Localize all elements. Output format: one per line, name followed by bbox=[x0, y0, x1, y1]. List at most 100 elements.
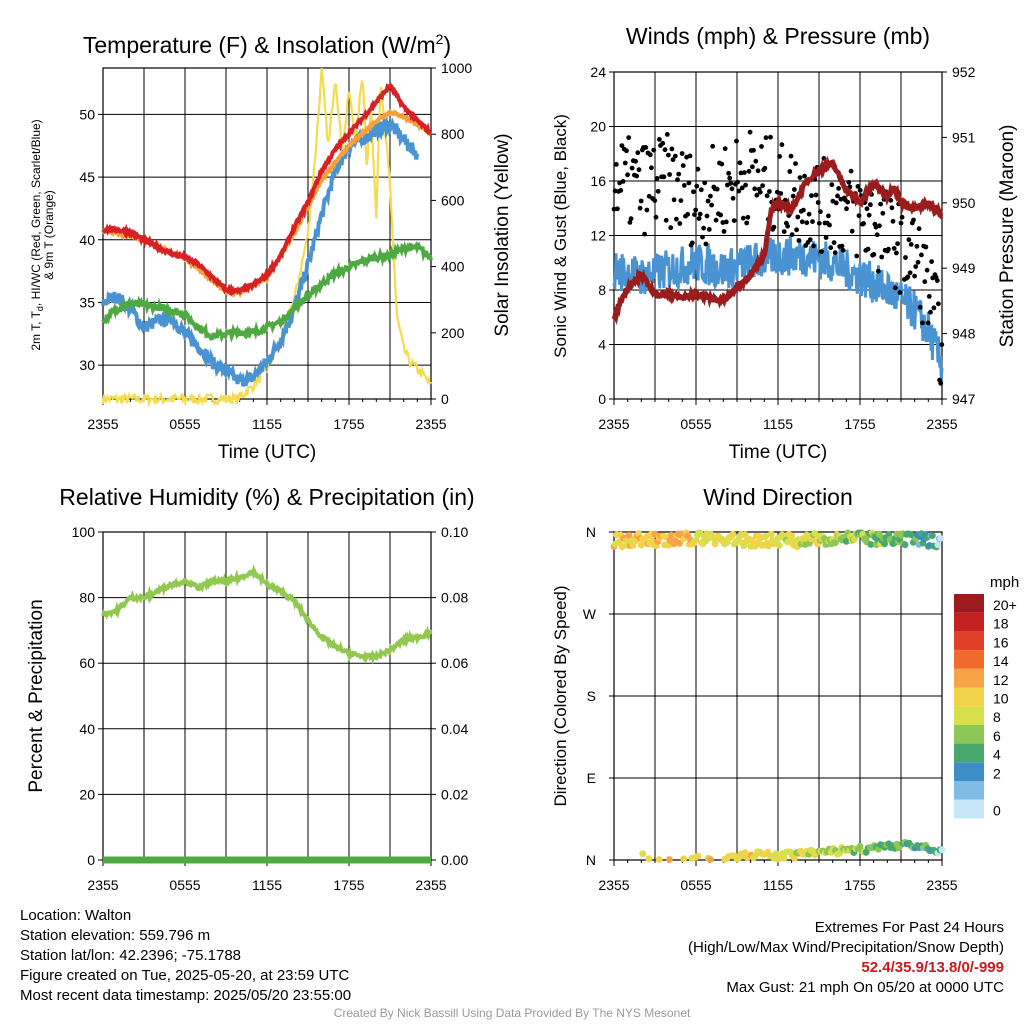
temp-y2tick-label: 0 bbox=[441, 391, 449, 407]
temp-xtick-label: 1155 bbox=[252, 416, 282, 432]
gust-point bbox=[890, 218, 896, 224]
gust-point bbox=[917, 304, 923, 310]
credit-text: Created By Nick Bassill Using Data Provi… bbox=[333, 1006, 691, 1020]
gust-point bbox=[903, 255, 908, 260]
gust-point bbox=[746, 168, 752, 174]
gust-point bbox=[763, 135, 769, 141]
gust-point bbox=[655, 188, 661, 194]
gust-point bbox=[777, 154, 782, 159]
wind-xtick-label: 1155 bbox=[763, 416, 793, 432]
gust-point bbox=[646, 193, 652, 199]
gust-point bbox=[695, 166, 701, 172]
gust-point bbox=[718, 212, 723, 218]
direction-point bbox=[832, 539, 839, 546]
wind-ytick-label: 4 bbox=[598, 337, 606, 353]
gust-point bbox=[815, 200, 821, 205]
dir-xtick-label: 1155 bbox=[763, 877, 793, 893]
rh-xtick-label: 0555 bbox=[169, 877, 200, 893]
legend-label: 20+ bbox=[993, 597, 1017, 613]
gust-point bbox=[708, 193, 713, 199]
direction-point bbox=[867, 541, 875, 548]
gust-point bbox=[734, 138, 739, 144]
wind-xtick-label: 2355 bbox=[598, 416, 629, 432]
gust-point bbox=[796, 238, 802, 243]
gust-point bbox=[729, 186, 735, 192]
rh-ytick-label: 60 bbox=[79, 655, 95, 671]
legend-label: 4 bbox=[993, 747, 1001, 763]
dir-xtick-label: 2355 bbox=[926, 877, 957, 893]
wind-xtick-label: 1755 bbox=[844, 416, 875, 432]
gust-point bbox=[649, 165, 654, 171]
gust-point bbox=[670, 157, 676, 163]
gust-point bbox=[891, 246, 897, 251]
gust-point bbox=[806, 211, 812, 217]
direction-point bbox=[729, 530, 737, 538]
legend-label: 18 bbox=[993, 616, 1009, 632]
gust-point bbox=[781, 229, 787, 235]
direction-point bbox=[639, 850, 647, 858]
gust-point bbox=[920, 320, 925, 326]
gust-point bbox=[913, 264, 919, 269]
gust-point bbox=[705, 198, 711, 204]
gust-point bbox=[888, 197, 894, 203]
legend-swatch bbox=[954, 650, 984, 669]
gust-point bbox=[807, 237, 813, 243]
temp-title: Temperature (F) & Insolation (W/m2) bbox=[83, 31, 451, 58]
direction-point bbox=[762, 533, 770, 540]
gust-point bbox=[680, 163, 686, 169]
gust-point bbox=[677, 221, 683, 226]
gust-point bbox=[678, 198, 684, 204]
rh-y2tick-label: 0.08 bbox=[441, 590, 468, 606]
gust-point bbox=[662, 147, 668, 153]
direction-point bbox=[666, 856, 673, 863]
gust-point bbox=[878, 201, 883, 207]
gust-point bbox=[721, 229, 727, 234]
rh-y2tick-label: 0.10 bbox=[441, 524, 468, 540]
rh-ylabel: Percent & Precipitation bbox=[26, 599, 47, 792]
gust-point bbox=[750, 164, 755, 170]
direction-point bbox=[707, 856, 714, 863]
direction-point bbox=[776, 542, 783, 549]
gust-point bbox=[726, 170, 731, 176]
temp-xtick-label: 2355 bbox=[87, 416, 118, 432]
gust-point bbox=[849, 228, 855, 234]
gust-point bbox=[657, 137, 662, 142]
gust-point bbox=[628, 216, 634, 222]
extremes-values: 52.4/35.9/13.8/0/-999 bbox=[861, 959, 1004, 976]
wind-y2label: Station Pressure (Maroon) bbox=[997, 125, 1018, 348]
gust-point bbox=[706, 227, 712, 232]
gust-point bbox=[939, 342, 945, 347]
gust-point bbox=[634, 173, 640, 179]
gust-point bbox=[692, 212, 697, 218]
gust-point bbox=[619, 143, 625, 149]
gust-point bbox=[794, 227, 799, 233]
gust-point bbox=[744, 220, 750, 226]
gust-point bbox=[914, 243, 920, 249]
gust-point bbox=[667, 172, 672, 177]
gust-point bbox=[704, 213, 710, 219]
legend-swatch bbox=[954, 687, 984, 707]
gust-point bbox=[864, 206, 870, 212]
temp-xtick-label: 0555 bbox=[169, 416, 200, 432]
dir-ylabel: Direction (Colored By Speed) bbox=[551, 585, 570, 806]
wind-y2tick-label: 952 bbox=[952, 64, 976, 80]
gust-point bbox=[625, 172, 630, 178]
gust-point bbox=[871, 252, 877, 257]
gust-point bbox=[789, 232, 795, 238]
gust-point bbox=[924, 267, 930, 273]
rh-y2tick-label: 0.02 bbox=[441, 786, 468, 802]
direction-point bbox=[937, 535, 944, 542]
gust-point bbox=[923, 244, 929, 250]
direction-point bbox=[655, 856, 663, 863]
gust-point bbox=[710, 143, 716, 149]
gust-point bbox=[818, 209, 823, 215]
gust-point bbox=[832, 250, 838, 256]
gust-point bbox=[897, 290, 903, 295]
gust-point bbox=[633, 158, 638, 164]
gust-point bbox=[637, 205, 643, 211]
legend-label: 2 bbox=[993, 765, 1001, 781]
dir-ytick-label: E bbox=[587, 770, 596, 786]
wind-y2tick-label: 948 bbox=[952, 326, 976, 342]
rh-xtick-label: 2355 bbox=[87, 877, 118, 893]
